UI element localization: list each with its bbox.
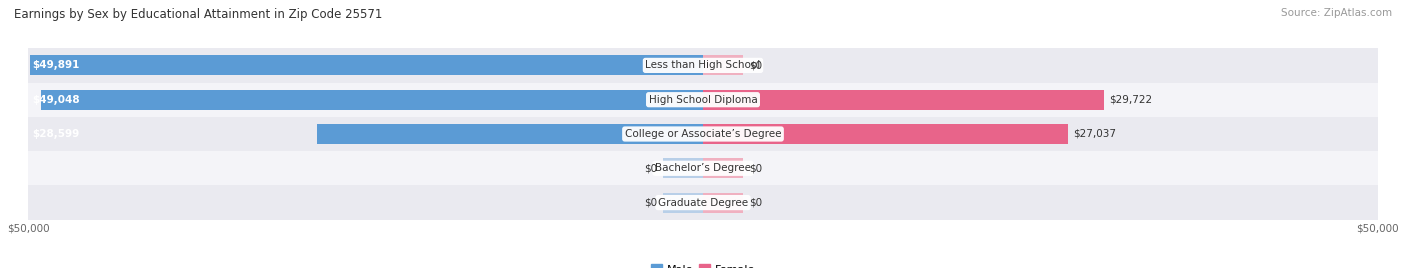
Bar: [703, 55, 744, 75]
Bar: [703, 124, 1069, 144]
Bar: [41, 90, 703, 110]
Text: $0: $0: [749, 198, 762, 208]
Text: $0: $0: [644, 198, 657, 208]
Bar: [28, 117, 1378, 151]
Text: Earnings by Sex by Educational Attainment in Zip Code 25571: Earnings by Sex by Educational Attainmen…: [14, 8, 382, 21]
Bar: [28, 185, 1378, 220]
Bar: [28, 83, 1378, 117]
Text: $49,891: $49,891: [32, 60, 80, 70]
Text: $49,048: $49,048: [32, 95, 80, 105]
Text: College or Associate’s Degree: College or Associate’s Degree: [624, 129, 782, 139]
Text: $29,722: $29,722: [1109, 95, 1153, 105]
Bar: [703, 90, 1104, 110]
Text: $0: $0: [749, 163, 762, 173]
Text: $0: $0: [749, 60, 762, 70]
Bar: [28, 48, 1378, 83]
Text: High School Diploma: High School Diploma: [648, 95, 758, 105]
Bar: [28, 151, 1378, 185]
Text: Graduate Degree: Graduate Degree: [658, 198, 748, 208]
Text: $0: $0: [644, 163, 657, 173]
Bar: [703, 158, 744, 178]
Text: $28,599: $28,599: [32, 129, 79, 139]
Text: Less than High School: Less than High School: [645, 60, 761, 70]
Bar: [703, 193, 744, 213]
Bar: [30, 55, 703, 75]
Legend: Male, Female: Male, Female: [647, 260, 759, 268]
Text: $27,037: $27,037: [1073, 129, 1116, 139]
Text: Bachelor’s Degree: Bachelor’s Degree: [655, 163, 751, 173]
Bar: [662, 193, 703, 213]
Bar: [662, 158, 703, 178]
Text: Source: ZipAtlas.com: Source: ZipAtlas.com: [1281, 8, 1392, 18]
Bar: [316, 124, 703, 144]
